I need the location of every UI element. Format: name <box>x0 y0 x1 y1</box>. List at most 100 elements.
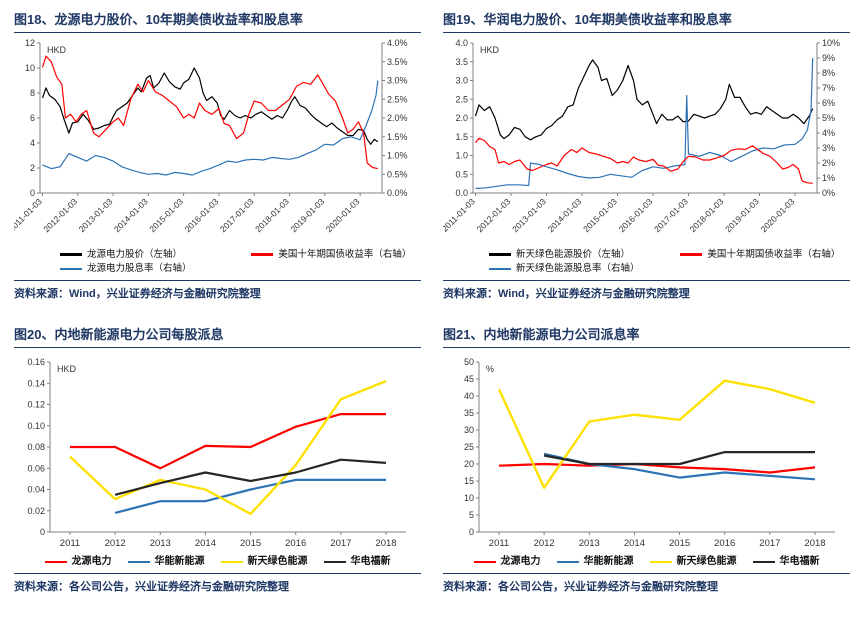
figure-18-chart: 0 2 4 6 8 10 12 0.0% 0.5% 1.0% 1.5% 2.0% 2.5% 3.0% 3.5… <box>7 35 421 247</box>
svg-text:0.0%: 0.0% <box>387 188 408 198</box>
legend-swatch <box>251 253 274 256</box>
svg-text:0.5%: 0.5% <box>387 169 408 179</box>
figure-19-source: 资料来源：Wind，兴业证券经济与金融研究院整理 <box>443 279 850 301</box>
svg-text:0.02: 0.02 <box>27 506 45 516</box>
legend-label: 华能新能源 <box>583 555 634 567</box>
svg-text:6%: 6% <box>822 98 835 108</box>
svg-text:25: 25 <box>464 442 474 452</box>
svg-text:HKD: HKD <box>480 45 500 55</box>
svg-text:0.10: 0.10 <box>27 421 45 431</box>
legend-label: 华电福新 <box>350 555 391 567</box>
series-line <box>474 59 814 141</box>
legend-label: 新天绿色能源股价（左轴） <box>516 249 631 260</box>
svg-text:2015-01-03: 2015-01-03 <box>147 196 185 234</box>
series-line <box>114 458 387 496</box>
series-line <box>497 379 816 489</box>
svg-text:0.12: 0.12 <box>27 399 45 409</box>
svg-text:2016: 2016 <box>714 538 735 549</box>
svg-text:2014-01-03: 2014-01-03 <box>546 196 584 234</box>
svg-text:2015: 2015 <box>669 538 690 549</box>
figure-21-legend: 龙源电力 华能新能源 新天绿色能源 华电福新 <box>443 556 850 573</box>
svg-text:8%: 8% <box>822 68 835 78</box>
svg-text:5: 5 <box>469 510 474 520</box>
series-line <box>41 67 379 145</box>
fig18-plot: 0 2 4 6 8 10 12 0.0% 0.5% 1.0% 1.5% 2.0% 2.5% 3.0% 3.5… <box>7 38 408 234</box>
fig19-plot: 0.0 0.5 1.0 1.5 2.0 2.5 3.0 3.5 4.0 0% 1% 2% 3% 4% 5% 6… <box>440 38 840 234</box>
svg-text:40: 40 <box>464 391 474 401</box>
svg-text:2013: 2013 <box>579 538 600 549</box>
svg-text:3.5: 3.5 <box>455 57 468 67</box>
figure-20-title: 图20、内地新能源电力公司每股派息 <box>14 323 421 348</box>
figure-20-source: 资料来源：各公司公告，兴业证券经济与金融研究院整理 <box>14 572 421 594</box>
figure-21-source: 资料来源：各公司公告，兴业证券经济与金融研究院整理 <box>443 572 850 594</box>
svg-text:2016-01-03: 2016-01-03 <box>183 196 221 234</box>
legend-item: 龙源电力 <box>44 556 112 568</box>
legend-item: 华电福新 <box>323 555 391 568</box>
legend-label: 龙源电力 <box>500 555 541 567</box>
series-line <box>69 379 387 515</box>
svg-text:2017: 2017 <box>759 538 780 549</box>
legend-item: 龙源电力 <box>473 555 541 568</box>
legend-swatch <box>60 253 82 256</box>
legend-item: 新天绿色能源股价（左轴） <box>489 249 680 260</box>
series-line <box>114 478 386 514</box>
svg-text:0.14: 0.14 <box>27 378 45 388</box>
figure-18-source: 资料来源：Wind，兴业证券经济与金融研究院整理 <box>14 279 421 301</box>
svg-text:2016-01-03: 2016-01-03 <box>617 196 655 234</box>
figure-18-title: 图18、龙源电力股价、10年期美债收益率和股息率 <box>14 8 421 33</box>
svg-text:0.06: 0.06 <box>27 463 45 473</box>
svg-text:2013-01-03: 2013-01-03 <box>77 196 115 234</box>
svg-text:4.0: 4.0 <box>455 38 468 48</box>
svg-text:15: 15 <box>464 476 474 486</box>
svg-text:12: 12 <box>25 38 35 48</box>
svg-text:2019-01-03: 2019-01-03 <box>288 196 326 234</box>
svg-text:0%: 0% <box>822 188 835 198</box>
svg-text:2.5%: 2.5% <box>387 94 408 104</box>
svg-text:2018: 2018 <box>375 538 396 549</box>
series-line <box>70 412 386 470</box>
legend-label: 龙源电力股息率（右轴） <box>87 263 192 275</box>
fig21-plot: 0 5 10 15 20 25 30 35 40 45 50 2011 2012 2013 2014 2015… <box>464 357 835 549</box>
svg-text:0.04: 0.04 <box>27 484 45 494</box>
legend-label: 新天绿色能源股息率（右轴） <box>516 263 640 275</box>
svg-text:1.0%: 1.0% <box>387 151 408 161</box>
svg-text:2020-01-03: 2020-01-03 <box>759 196 797 234</box>
legend-item: 新天绿色能源股息率（右轴） <box>489 263 680 274</box>
svg-text:2011-01-03: 2011-01-03 <box>14 196 44 234</box>
figure-19-canvas: 0.0 0.5 1.0 1.5 2.0 2.5 3.0 3.5 4.0 0% 1% 2% 3% 4% 5% 6… <box>440 38 840 234</box>
fig20-plot: 0 0.02 0.04 0.06 0.08 0.10 0.12 0.14 0.16 2011 201… <box>27 357 406 549</box>
svg-text:0.0: 0.0 <box>455 188 468 198</box>
legend-swatch <box>220 560 243 564</box>
figure-19-title: 图19、华润电力股价、10年期美债收益率和股息率 <box>443 8 850 33</box>
figure-20-chart: 0 0.02 0.04 0.06 0.08 0.10 0.12 0.14 0.16 2011 201… <box>14 350 421 556</box>
figure-19-legend: 新天绿色能源股价（左轴） 美国十年期国债收益率（右轴） 新天绿色能源股息率（右轴） <box>443 247 850 280</box>
figure-panel-20: 图20、内地新能源电力公司每股派息 0 0.02 0.04 0.06 0.08 0.10 0… <box>14 323 421 594</box>
svg-text:2014: 2014 <box>195 538 216 549</box>
svg-text:HKD: HKD <box>47 45 67 55</box>
svg-text:2: 2 <box>30 163 35 173</box>
svg-text:10: 10 <box>464 493 474 503</box>
legend-swatch <box>489 267 511 271</box>
svg-text:2016: 2016 <box>285 538 306 549</box>
series-line <box>498 462 816 474</box>
svg-text:0.08: 0.08 <box>27 442 45 452</box>
svg-text:2018-01-03: 2018-01-03 <box>688 196 726 234</box>
svg-text:10: 10 <box>25 63 35 73</box>
series-line <box>475 57 814 190</box>
legend-swatch <box>489 253 511 256</box>
legend-item: 新天绿色能源 <box>649 556 737 568</box>
svg-text:2.0%: 2.0% <box>387 113 408 123</box>
series-line <box>41 55 378 170</box>
figure-21-chart: 0 5 10 15 20 25 30 35 40 45 50 2011 2012 2013 2014 2015… <box>443 350 850 556</box>
svg-text:2017-01-03: 2017-01-03 <box>218 196 256 234</box>
svg-text:2012-01-03: 2012-01-03 <box>475 196 513 234</box>
svg-text:35: 35 <box>464 408 474 418</box>
svg-text:2.0: 2.0 <box>455 113 468 123</box>
legend-swatch <box>127 560 150 564</box>
svg-text:3.0%: 3.0% <box>387 76 408 86</box>
svg-text:2020-01-03: 2020-01-03 <box>324 196 362 234</box>
legend-label: 华能新能源 <box>154 555 205 567</box>
svg-text:1.0: 1.0 <box>455 151 468 161</box>
svg-text:45: 45 <box>464 374 474 384</box>
svg-text:3.0: 3.0 <box>455 76 468 86</box>
